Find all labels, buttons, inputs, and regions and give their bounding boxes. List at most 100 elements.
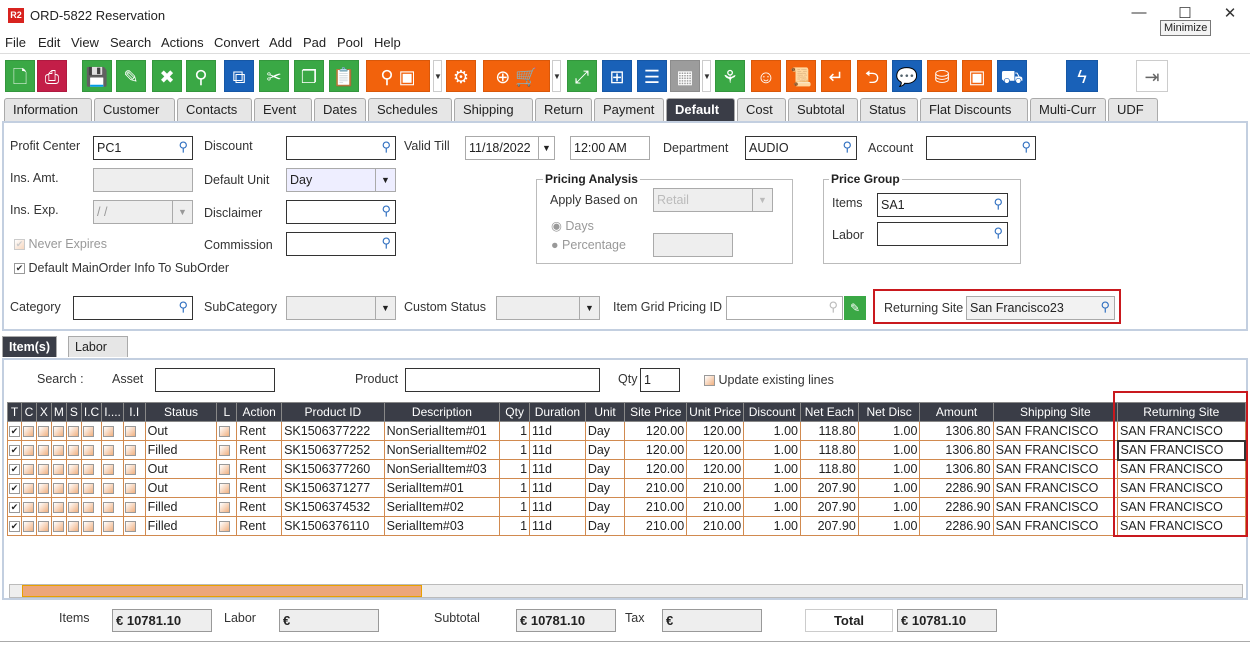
tab-customer[interactable]: Customer [94, 98, 175, 121]
lightning-button[interactable]: ϟ [1066, 60, 1098, 92]
chevron-down-icon[interactable]: ▼ [579, 297, 599, 319]
edit-button[interactable]: ✎ [116, 60, 146, 92]
table-cell[interactable]: SAN FRANCISCO [1117, 478, 1246, 498]
minimize-button[interactable]: — [1131, 4, 1147, 21]
update-existing-lines-checkbox[interactable]: Update existing lines [704, 373, 834, 387]
table-cell[interactable]: SerialItem#03 [383, 516, 501, 536]
tab-items[interactable]: Item(s) [2, 336, 57, 357]
row-checkbox-l[interactable] [216, 497, 238, 517]
table-cell[interactable]: 1.00 [857, 516, 921, 536]
table-cell[interactable]: NonSerialItem#02 [383, 440, 501, 460]
table-cell[interactable]: 120.00 [624, 440, 688, 460]
row-checkbox[interactable] [35, 478, 52, 498]
row-checkbox[interactable] [101, 459, 124, 479]
search-icon[interactable]: ⚲ [178, 299, 188, 314]
default-unit-select[interactable]: Day ▼ [286, 168, 396, 192]
table-cell[interactable]: Out [144, 421, 218, 441]
menu-actions[interactable]: Actions [161, 35, 204, 50]
column-header[interactable]: I.C [80, 402, 103, 422]
row-checkbox[interactable]: ✔ [7, 440, 22, 460]
search-icon[interactable]: ⚲ [993, 196, 1003, 211]
delete-button[interactable]: ✖ [152, 60, 182, 92]
row-checkbox[interactable] [80, 421, 103, 441]
percentage-input[interactable] [653, 233, 733, 257]
column-header[interactable]: Net Disc [857, 402, 921, 422]
paste-button[interactable]: 📋 [329, 60, 359, 92]
valid-till-date[interactable]: 11/18/2022 ▼ [465, 136, 555, 160]
search-icon[interactable]: ⚲ [993, 225, 1003, 240]
table-cell[interactable]: Rent [236, 516, 283, 536]
price-group-items-input[interactable]: SA1 ⚲ [877, 193, 1008, 217]
search-icon[interactable]: ⚲ [1100, 299, 1110, 314]
column-header[interactable]: Product ID [281, 402, 385, 422]
table-cell[interactable]: SAN FRANCISCO [992, 497, 1119, 517]
table-cell[interactable]: 2286.90 [919, 516, 994, 536]
table-cell[interactable]: 210.00 [624, 478, 688, 498]
column-header[interactable]: Description [383, 402, 501, 422]
ins-amt-input[interactable] [93, 168, 193, 192]
asset-search-input[interactable] [155, 368, 275, 392]
row-checkbox[interactable] [122, 421, 146, 441]
table-cell[interactable]: 1 [499, 421, 531, 441]
table-cell[interactable]: SK1506377260 [281, 459, 385, 479]
row-checkbox[interactable] [65, 459, 82, 479]
custom-status-select[interactable]: ▼ [496, 296, 600, 320]
table-cell[interactable]: SAN FRANCISCO... [1116, 439, 1247, 461]
table-cell[interactable]: NonSerialItem#03 [383, 459, 501, 479]
table-cell[interactable]: SAN FRANCISCO [1117, 421, 1246, 441]
column-header[interactable]: Amount [919, 402, 994, 422]
table-cell[interactable]: 2286.90 [919, 497, 994, 517]
tab-contacts[interactable]: Contacts [177, 98, 252, 121]
table-row[interactable]: ✔ Out Rent SK1506371277 SerialItem#01 1 11d Day… [7, 478, 1246, 498]
chevron-down-icon[interactable]: ▼ [752, 189, 772, 211]
table-cell[interactable]: 1.00 [743, 478, 801, 498]
row-checkbox[interactable] [80, 459, 103, 479]
gears-button[interactable]: ⚙ [446, 60, 476, 92]
returning-site-input[interactable]: San Francisco23 ⚲ [966, 296, 1115, 320]
table-cell[interactable]: 1 [499, 478, 531, 498]
table-cell[interactable]: 120.00 [686, 440, 745, 460]
column-header[interactable]: Site Price [624, 402, 688, 422]
duplicate-button[interactable]: ❐ [294, 60, 324, 92]
days-radio[interactable]: ◉ Days [551, 219, 594, 233]
table-cell[interactable]: SK1506371277 [281, 478, 385, 498]
row-checkbox[interactable] [80, 516, 103, 536]
row-checkbox[interactable] [65, 497, 82, 517]
table-cell[interactable]: Filled [144, 516, 218, 536]
row-checkbox[interactable] [50, 497, 67, 517]
table-cell[interactable]: 1.00 [743, 516, 801, 536]
table-cell[interactable]: Rent [236, 497, 283, 517]
table-cell[interactable]: 207.90 [799, 478, 859, 498]
apply-based-on-select[interactable]: Retail ▼ [653, 188, 773, 212]
tab-shipping[interactable]: Shipping [454, 98, 533, 121]
search-inventory-button[interactable]: ⚲ ▣ [366, 60, 430, 92]
table-cell[interactable]: 120.00 [686, 459, 745, 479]
table-cell[interactable]: 11d [529, 440, 586, 460]
menu-pad[interactable]: Pad [303, 35, 327, 50]
table-cell[interactable]: 1306.80 [919, 459, 994, 479]
exit-button[interactable]: ⇥ [1136, 60, 1168, 92]
table-cell[interactable]: 120.00 [624, 459, 688, 479]
row-checkbox[interactable] [101, 440, 124, 460]
table-cell[interactable]: SK1506376110 [281, 516, 385, 536]
row-checkbox-l[interactable] [216, 478, 238, 498]
profit-center-input[interactable]: PC1 ⚲ [93, 136, 193, 160]
table-cell[interactable]: SAN FRANCISCO [1117, 516, 1246, 536]
tab-schedules[interactable]: Schedules [368, 98, 452, 121]
table-cell[interactable]: 207.90 [799, 516, 859, 536]
table-cell[interactable]: 118.80 [799, 440, 859, 460]
table-cell[interactable]: 1.00 [743, 497, 801, 517]
menu-convert[interactable]: Convert [214, 35, 260, 50]
tab-payment[interactable]: Payment [594, 98, 664, 121]
table-cell[interactable]: Rent [236, 459, 283, 479]
row-checkbox[interactable] [35, 497, 52, 517]
table-cell[interactable]: Rent [236, 421, 283, 441]
column-header[interactable]: Discount [743, 402, 801, 422]
table-cell[interactable]: Day [584, 478, 626, 498]
table-cell[interactable]: SAN FRANCISCO [992, 478, 1119, 498]
table-cell[interactable]: 11d [529, 459, 586, 479]
tab-return[interactable]: Return [535, 98, 592, 121]
add-purchase-order-button[interactable]: ⊕ 🛒 [483, 60, 550, 92]
row-checkbox[interactable]: ✔ [7, 478, 22, 498]
table-cell[interactable]: NonSerialItem#01 [383, 421, 501, 441]
